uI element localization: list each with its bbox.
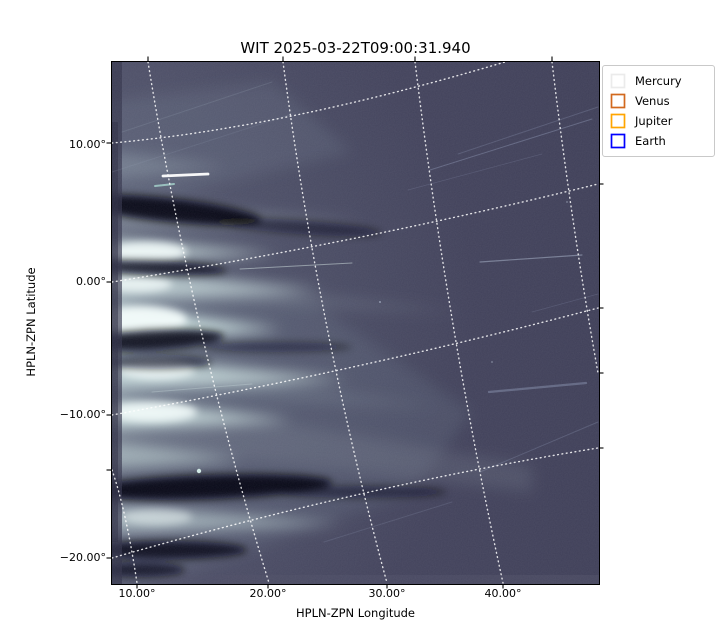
legend-item-jupiter: Jupiter: [610, 111, 706, 131]
legend-item-mercury: Mercury: [610, 71, 706, 91]
y-tick-label-10: 10.00°: [69, 138, 106, 151]
grid-longitude-20: [147, 62, 270, 584]
legend-label-earth: Earth: [635, 134, 666, 148]
grid-latitude--20: [112, 447, 599, 559]
sky-image: [112, 62, 599, 584]
plot-title: WIT 2025-03-22T09:00:31.940: [240, 39, 471, 57]
x-axis-label: HPLN-ZPN Longitude: [295, 606, 415, 620]
grid-longitude-30: [282, 62, 388, 584]
film-grain: [112, 62, 599, 584]
grid-latitude--10: [112, 307, 599, 416]
plot-area: [111, 61, 600, 585]
x-tick-label-20: 20.00°: [249, 587, 287, 600]
y-tick-label--10: −10.00°: [59, 408, 106, 421]
legend-label-jupiter: Jupiter: [635, 114, 673, 128]
grid-latitude-0: [112, 183, 599, 283]
x-tick-label-30: 30.00°: [368, 587, 406, 600]
y-axis-label: HPLN-ZPN Latitude: [24, 267, 38, 377]
x-tick-label-10: 10.00°: [118, 587, 156, 600]
legend-item-earth: Earth: [610, 131, 706, 151]
mercury-marker-icon: [610, 73, 626, 89]
venus-marker-icon: [610, 93, 626, 109]
grid-longitude-10: [112, 469, 138, 584]
jupiter-marker-icon: [610, 113, 626, 129]
x-tick-label-40: 40.00°: [484, 587, 522, 600]
legend-label-venus: Venus: [635, 94, 670, 108]
legend-item-venus: Venus: [610, 91, 706, 111]
coordinate-grid: [112, 62, 599, 584]
earth-marker-icon: [610, 133, 626, 149]
grid-longitude-40: [414, 62, 504, 584]
legend-label-mercury: Mercury: [635, 74, 682, 88]
grid-latitude-10: [112, 62, 506, 144]
y-tick-label--20: −20.00°: [59, 551, 106, 564]
grid-longitude-50: [551, 62, 599, 374]
y-tick-label-0: 0.00°: [76, 275, 106, 288]
legend: Mercury Venus Jupiter Earth: [602, 65, 715, 157]
